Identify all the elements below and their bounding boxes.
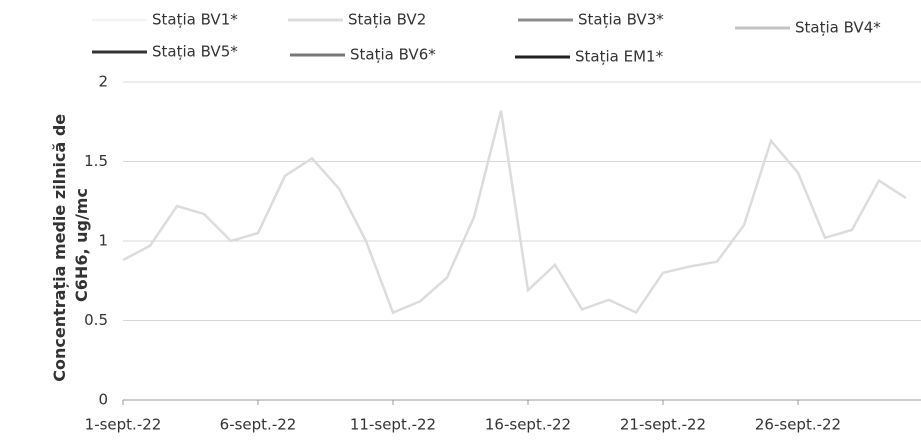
x-tick-label: 26-sept.-22 bbox=[755, 416, 841, 434]
legend-label: Stația BV1* bbox=[152, 11, 238, 29]
y-axis-label-line: Concentrația medie zilnică de bbox=[50, 114, 69, 382]
y-axis-label-line: C6H6, ug/mc bbox=[72, 188, 91, 302]
y-tick-label: 1 bbox=[98, 232, 108, 250]
x-tick-label: 11-sept.-22 bbox=[350, 416, 436, 434]
legend-label: Stația EM1* bbox=[575, 48, 664, 66]
legend-label: Stația BV5* bbox=[152, 43, 238, 61]
y-axis-label: Concentrația medie zilnică de C6H6, ug/m… bbox=[50, 108, 91, 381]
legend-label: Stația BV4* bbox=[795, 19, 881, 37]
legend-label: Stația BV2 bbox=[348, 11, 426, 29]
legend-label: Stația BV3* bbox=[578, 11, 664, 29]
y-tick-label: 0.5 bbox=[84, 311, 108, 329]
x-tick-label: 21-sept.-22 bbox=[620, 416, 706, 434]
x-tick-label: 6-sept.-22 bbox=[220, 416, 297, 434]
legend-label: Stația BV6* bbox=[350, 46, 436, 64]
series-line bbox=[122, 110, 907, 315]
y-tick-label: 1.5 bbox=[84, 152, 108, 170]
x-tick-label: 1-sept.-22 bbox=[85, 416, 162, 434]
x-tick-label: 16-sept.-22 bbox=[485, 416, 571, 434]
y-tick-label: 2 bbox=[98, 73, 108, 91]
y-tick-label: 0 bbox=[98, 391, 108, 409]
